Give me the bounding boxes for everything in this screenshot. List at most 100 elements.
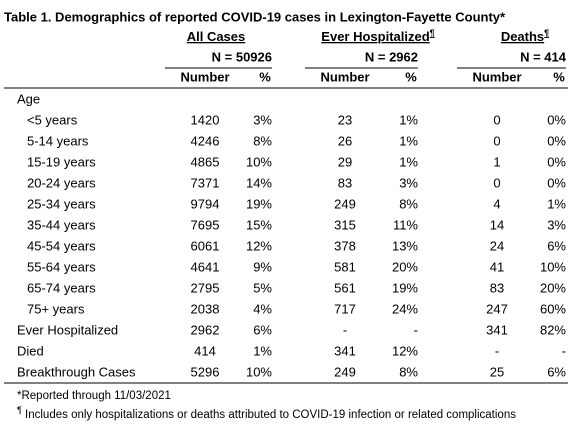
cell-percent: - bbox=[562, 343, 566, 358]
cell-number: 2962 bbox=[191, 322, 220, 337]
cell-percent: 3% bbox=[253, 112, 272, 127]
cell-number: 414 bbox=[194, 343, 216, 358]
row-label: 35-44 years bbox=[27, 217, 96, 232]
cell-number: 1420 bbox=[191, 112, 220, 127]
cell-percent: 9% bbox=[253, 259, 272, 274]
cell-percent: - bbox=[414, 322, 418, 337]
cell-number: 378 bbox=[334, 238, 356, 253]
cell-percent: 0% bbox=[547, 175, 566, 190]
cell-number: 23 bbox=[338, 112, 352, 127]
cell-number: 341 bbox=[334, 343, 356, 358]
cell-number: 4865 bbox=[191, 154, 220, 169]
cell-percent: 3% bbox=[547, 217, 566, 232]
group-n: N = 414 bbox=[520, 49, 567, 64]
row-label: Ever Hospitalized bbox=[17, 322, 118, 337]
cell-number: 4641 bbox=[191, 259, 220, 274]
cell-number: 247 bbox=[486, 301, 508, 316]
cell-number: - bbox=[343, 322, 347, 337]
cell-number: 315 bbox=[334, 217, 356, 232]
cell-percent: 1% bbox=[399, 154, 418, 169]
cell-percent: 3% bbox=[399, 175, 418, 190]
cell-percent: 6% bbox=[253, 322, 272, 337]
cell-percent: 6% bbox=[547, 238, 566, 253]
cell-number: 341 bbox=[486, 322, 508, 337]
footnote-mark: ¶ bbox=[17, 405, 22, 415]
cell-number: 249 bbox=[334, 364, 356, 379]
footnote-mark: ¶ bbox=[544, 28, 549, 38]
cell-number: 7371 bbox=[191, 175, 220, 190]
row-label: 5-14 years bbox=[27, 133, 89, 148]
cell-percent: 19% bbox=[246, 196, 272, 211]
cell-percent: 1% bbox=[253, 343, 272, 358]
cell-percent: 4% bbox=[253, 301, 272, 316]
group-label: Deaths bbox=[501, 29, 544, 44]
cell-percent: 24% bbox=[392, 301, 418, 316]
cell-number: 26 bbox=[338, 133, 352, 148]
cell-percent: 14% bbox=[246, 175, 272, 190]
cell-number: 14 bbox=[490, 217, 504, 232]
row-label: Breakthrough Cases bbox=[17, 364, 136, 379]
section-label: Age bbox=[17, 91, 40, 106]
cell-percent: 0% bbox=[547, 112, 566, 127]
cell-percent: 10% bbox=[246, 364, 272, 379]
cell-number: 5296 bbox=[191, 364, 220, 379]
row-label: 20-24 years bbox=[27, 175, 96, 190]
row-label: 75+ years bbox=[27, 301, 85, 316]
cell-percent: 5% bbox=[253, 280, 272, 295]
cell-number: 0 bbox=[493, 175, 500, 190]
cell-percent: 20% bbox=[540, 280, 566, 295]
cell-percent: 1% bbox=[399, 133, 418, 148]
column-header: Number bbox=[180, 69, 229, 84]
cell-number: 83 bbox=[490, 280, 504, 295]
cell-number: 7695 bbox=[191, 217, 220, 232]
cell-number: 717 bbox=[334, 301, 356, 316]
group-label: Ever Hospitalized bbox=[321, 29, 429, 44]
table-title: Table 1. Demographics of reported COVID-… bbox=[4, 9, 506, 24]
cell-number: 249 bbox=[334, 196, 356, 211]
cell-percent: 13% bbox=[392, 238, 418, 253]
cell-percent: 8% bbox=[399, 196, 418, 211]
group-n: N = 2962 bbox=[365, 49, 418, 64]
row-label: 15-19 years bbox=[27, 154, 96, 169]
row-label: 65-74 years bbox=[27, 280, 96, 295]
cell-number: 0 bbox=[493, 133, 500, 148]
footnote: ¶ Includes only hospitalizations or deat… bbox=[17, 405, 516, 421]
cell-percent: 12% bbox=[392, 343, 418, 358]
cell-number: 9794 bbox=[191, 196, 220, 211]
group-label: All Cases bbox=[187, 29, 246, 44]
cell-percent: 10% bbox=[246, 154, 272, 169]
cell-percent: 11% bbox=[393, 217, 418, 232]
cell-percent: 8% bbox=[253, 133, 272, 148]
column-header: Number bbox=[472, 69, 521, 84]
cell-number: 2038 bbox=[191, 301, 220, 316]
cell-percent: 8% bbox=[399, 364, 418, 379]
cell-number: 29 bbox=[338, 154, 352, 169]
cell-number: 561 bbox=[334, 280, 356, 295]
row-label: 25-34 years bbox=[27, 196, 96, 211]
cell-percent: 60% bbox=[540, 301, 566, 316]
cell-percent: 15% bbox=[246, 217, 272, 232]
cell-percent: 82% bbox=[540, 322, 566, 337]
cell-percent: 0% bbox=[547, 133, 566, 148]
cell-percent: 12% bbox=[246, 238, 272, 253]
column-header: % bbox=[553, 69, 565, 84]
cell-number: 4 bbox=[493, 196, 500, 211]
footnote-text: *Reported through 11/03/2021 bbox=[17, 390, 171, 402]
group-header: Ever Hospitalized¶ bbox=[321, 28, 434, 44]
footnote: *Reported through 11/03/2021 bbox=[17, 390, 171, 402]
cell-number: 1 bbox=[493, 154, 500, 169]
row-label: <5 years bbox=[27, 112, 78, 127]
cell-number: 2795 bbox=[191, 280, 220, 295]
cell-percent: 1% bbox=[547, 196, 566, 211]
cell-number: 6061 bbox=[191, 238, 220, 253]
row-label: 55-64 years bbox=[27, 259, 96, 274]
cell-number: - bbox=[495, 343, 499, 358]
group-header: All Cases bbox=[187, 29, 246, 44]
cell-number: 24 bbox=[490, 238, 504, 253]
cell-number: 4246 bbox=[191, 133, 220, 148]
cell-number: 0 bbox=[493, 112, 500, 127]
column-header: Number bbox=[320, 69, 369, 84]
footnote-text: Includes only hospitalizations or deaths… bbox=[22, 409, 516, 421]
cell-percent: 0% bbox=[547, 154, 566, 169]
